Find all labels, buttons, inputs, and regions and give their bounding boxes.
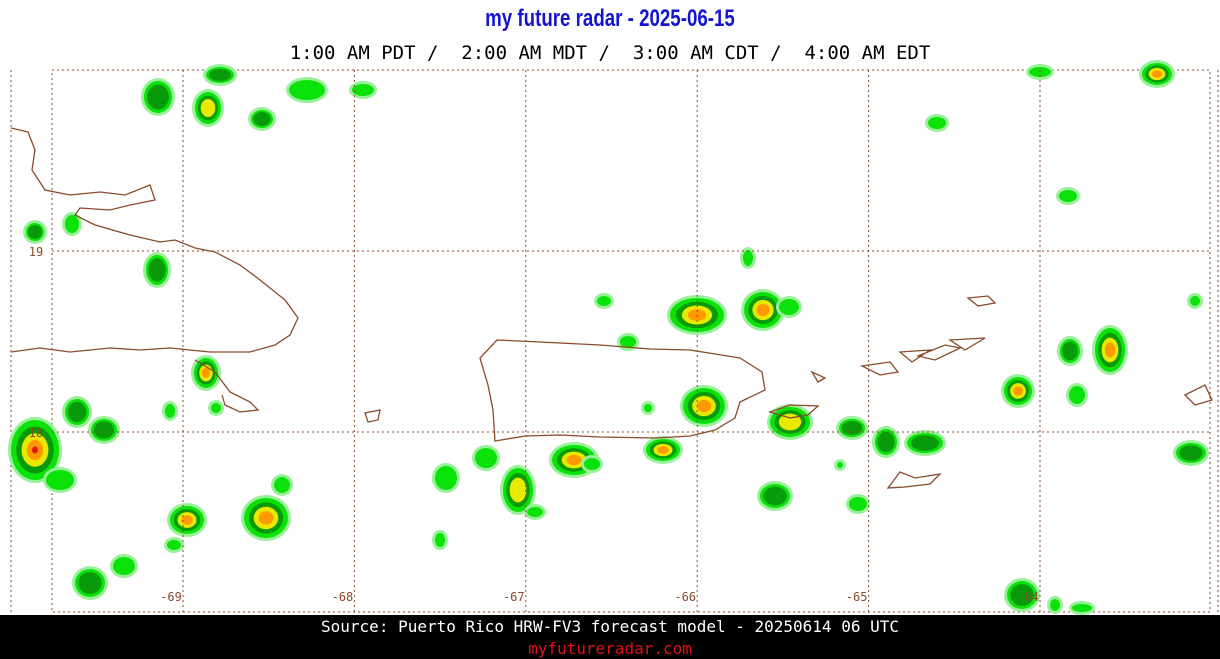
radar-echo	[527, 507, 543, 517]
time-zones: 1:00 AM PDT / 2:00 AM MDT / 3:00 AM CDT …	[290, 42, 931, 64]
radar-echo	[644, 404, 652, 412]
radar-echo	[584, 458, 600, 470]
coastlines	[10, 127, 1213, 489]
radar-echo	[509, 477, 527, 503]
radar-echo	[209, 68, 231, 82]
radar-echo	[113, 557, 135, 575]
radar-echo	[435, 466, 457, 490]
coastline	[10, 127, 299, 353]
radar-echo	[475, 448, 497, 468]
radar-echo	[837, 462, 843, 468]
radar-echo	[1190, 296, 1200, 306]
radar-echo	[657, 446, 669, 454]
radar-echo	[1179, 445, 1203, 461]
radar-echo	[1010, 584, 1034, 606]
radar-echo	[27, 224, 43, 240]
radar-echo	[756, 303, 770, 317]
title: my future radar - 2025-06-15	[485, 5, 735, 32]
coastline	[886, 471, 942, 489]
source: Source: Puerto Rico HRW-FV3 forecast mod…	[321, 617, 899, 636]
lat-label: 18	[29, 426, 43, 440]
radar-layer	[8, 60, 1209, 615]
radar-echo	[435, 533, 445, 547]
radar-echo	[78, 572, 102, 594]
lon-label: -64	[1017, 590, 1039, 604]
lon-label: -66	[674, 590, 696, 604]
radar-echo	[93, 421, 115, 439]
radar-echo	[1062, 341, 1078, 361]
radar-echo	[167, 540, 181, 550]
radar-echo	[1151, 70, 1163, 78]
coastline	[194, 359, 260, 413]
radar-echo	[841, 420, 863, 436]
coastline	[364, 295, 1213, 423]
radar-echo	[200, 99, 216, 117]
radar-echo	[566, 454, 582, 466]
radar-echo	[352, 84, 374, 96]
radar-echo	[877, 431, 895, 453]
radar-echo	[253, 111, 271, 127]
radar-echo	[1072, 604, 1092, 612]
radar-echo	[65, 215, 79, 233]
radar-echo	[148, 258, 166, 282]
radar-echo	[1069, 386, 1085, 404]
radar-echo	[181, 515, 193, 525]
radar-echo	[778, 413, 802, 431]
radar-echo	[928, 117, 946, 129]
radar-echo	[597, 296, 611, 306]
lon-label: -69	[160, 590, 182, 604]
radar-echo	[1050, 599, 1060, 611]
radar-echo	[1013, 386, 1023, 396]
map: -69 -68 -67 -66 -65 -64 19 18	[8, 60, 1219, 615]
radar-echo	[849, 497, 867, 511]
radar-echo	[165, 404, 175, 418]
site-link[interactable]: myfutureradar.com	[528, 639, 692, 658]
lon-label: -68	[332, 590, 354, 604]
radar-echo	[67, 401, 87, 423]
radar-echo	[258, 511, 274, 525]
radar-echo	[289, 80, 325, 100]
radar-echo	[211, 403, 221, 413]
radar-echo	[46, 470, 74, 490]
radar-echo	[696, 399, 712, 413]
footer-bar	[0, 615, 1220, 659]
radar-echo	[201, 367, 211, 379]
radar-echo	[620, 336, 636, 348]
radar-echo	[763, 486, 787, 506]
coastline	[767, 404, 820, 419]
lon-label: -67	[503, 590, 525, 604]
radar-echo	[1059, 190, 1077, 202]
radar-echo	[32, 446, 38, 454]
coastline	[479, 339, 766, 442]
radar-echo	[743, 250, 753, 266]
lon-label: -65	[846, 590, 868, 604]
radar-echo	[910, 435, 940, 451]
radar-echo	[274, 477, 290, 493]
radar-echo	[1104, 342, 1116, 358]
radar-echo	[779, 299, 799, 315]
graticule: -69 -68 -67 -66 -65 -64 19 18	[29, 70, 1210, 612]
radar-echo	[147, 84, 169, 110]
lat-label: 19	[29, 245, 43, 259]
